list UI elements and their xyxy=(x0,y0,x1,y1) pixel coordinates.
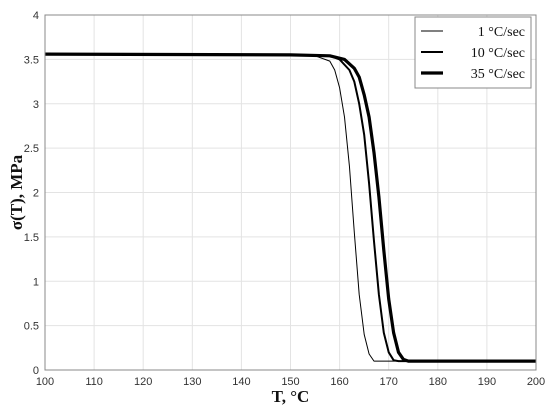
x-tick-label: 120 xyxy=(134,376,152,388)
legend-label: 1 °C/sec xyxy=(478,25,525,40)
y-tick-label: 2 xyxy=(33,188,39,200)
x-tick-label: 140 xyxy=(232,376,250,388)
y-tick-label: 0.5 xyxy=(24,321,39,333)
x-tick-label: 180 xyxy=(429,376,447,388)
series-line-3 xyxy=(44,52,536,363)
y-tick-label: 2.5 xyxy=(24,143,39,155)
x-tick-label: 170 xyxy=(380,376,398,388)
x-axis-title: T, °C xyxy=(272,387,310,406)
y-tick-label: 3.5 xyxy=(24,54,39,66)
x-tick-label: 160 xyxy=(330,376,348,388)
x-tick-labels: 100 110 120 130 140 150 160 170 180 190 200 xyxy=(36,376,545,388)
legend-label: 10 °C/sec xyxy=(471,46,525,61)
y-tick-label: 0 xyxy=(33,365,39,377)
y-tick-label: 3 xyxy=(33,99,39,111)
x-tick-label: 190 xyxy=(478,376,496,388)
y-axis-title: σ(T), MPa xyxy=(7,154,26,230)
y-tick-labels: 0 0.5 1 1.5 2 2.5 3 3.5 4 xyxy=(24,10,39,377)
x-tick-label: 130 xyxy=(183,376,201,388)
y-tick-label: 1.5 xyxy=(24,232,39,244)
series-lines xyxy=(44,52,536,363)
y-tick-label: 4 xyxy=(33,10,39,22)
x-tick-label: 150 xyxy=(281,376,299,388)
x-tick-label: 200 xyxy=(527,376,545,388)
x-tick-label: 110 xyxy=(85,376,103,388)
plot-frame xyxy=(44,14,537,371)
x-tick-label: 100 xyxy=(36,376,54,388)
legend-label: 35 °C/sec xyxy=(471,67,525,82)
legend: 1 °C/sec 10 °C/sec 35 °C/sec xyxy=(414,16,532,89)
y-tick-label: 1 xyxy=(33,276,39,288)
series-line-1 xyxy=(44,53,536,362)
